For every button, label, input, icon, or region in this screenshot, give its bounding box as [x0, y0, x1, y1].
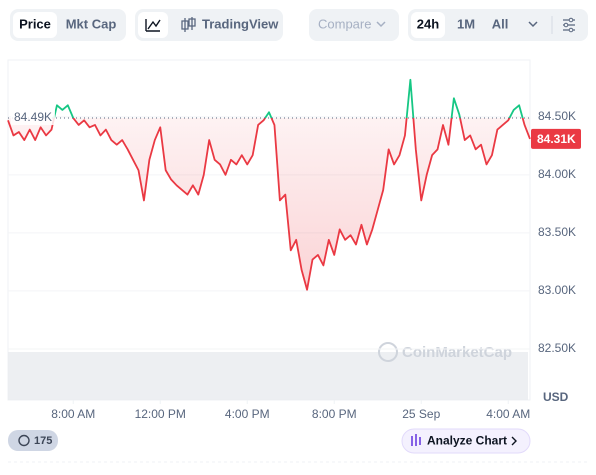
- area-fill: [8, 118, 530, 290]
- x-tick-label: 25 Sep: [402, 407, 440, 421]
- compare-dropdown[interactable]: [309, 9, 399, 41]
- price-tab-label[interactable]: Price: [19, 16, 51, 31]
- y-tick-label: 82.50K: [538, 341, 576, 355]
- history-icon: [18, 434, 30, 447]
- y-tick-label: 84.50K: [538, 109, 576, 123]
- range-24h-button[interactable]: [411, 12, 445, 38]
- x-tick-label: 4:00 PM: [225, 407, 270, 421]
- line-up: [53, 78, 524, 119]
- range-24h-label[interactable]: 24h: [417, 16, 439, 31]
- y-tick-label: 83.00K: [538, 283, 576, 297]
- x-tick-label: 8:00 AM: [51, 407, 95, 421]
- current-price-tag: [531, 128, 581, 149]
- chevron: [376, 21, 386, 28]
- x-tick-label: 8:00 PM: [312, 407, 357, 421]
- volume-band: [8, 352, 528, 400]
- watermark-logo: [378, 342, 398, 362]
- y-tick-label: 84.00K: [538, 167, 576, 181]
- line-chart-icon: [145, 19, 161, 32]
- chart-type-control: [135, 9, 283, 41]
- range-1m-label[interactable]: 1M: [457, 16, 475, 31]
- compare-label[interactable]: Compare: [318, 16, 371, 31]
- settings-knob: [568, 27, 574, 33]
- current-price-label: 84.31K: [537, 132, 576, 146]
- x-tick-label: 12:00 PM: [135, 407, 186, 421]
- currency-label: USD: [543, 390, 569, 404]
- range-control: [408, 9, 588, 41]
- analyze-chevron: [511, 436, 517, 446]
- range-all-label[interactable]: All: [492, 16, 509, 31]
- candle-icon[interactable]: [181, 17, 196, 32]
- history-count[interactable]: 175: [34, 435, 52, 447]
- analyze-icon: [411, 434, 421, 446]
- tradingview-label[interactable]: TradingView: [202, 16, 279, 31]
- line-chart-button[interactable]: [138, 12, 168, 38]
- y-tick-label: 83.50K: [538, 225, 576, 239]
- settings-knob: [563, 22, 569, 28]
- analyze-chart-button[interactable]: [401, 428, 531, 454]
- range-chevron[interactable]: [528, 21, 538, 28]
- baseline-label-bg: [11, 109, 55, 126]
- history-badge[interactable]: [8, 430, 58, 451]
- price-tab[interactable]: [13, 12, 57, 38]
- line-down: [7, 118, 531, 291]
- watermark: CoinMarketCap: [402, 344, 512, 361]
- analyze-chart-label[interactable]: Analyze Chart: [427, 434, 507, 448]
- settings-knob: [568, 17, 574, 23]
- baseline-label: 84.49K: [14, 110, 52, 124]
- x-tick-label: 4:00 AM: [486, 407, 530, 421]
- mkt-cap-tab-label[interactable]: Mkt Cap: [66, 16, 117, 31]
